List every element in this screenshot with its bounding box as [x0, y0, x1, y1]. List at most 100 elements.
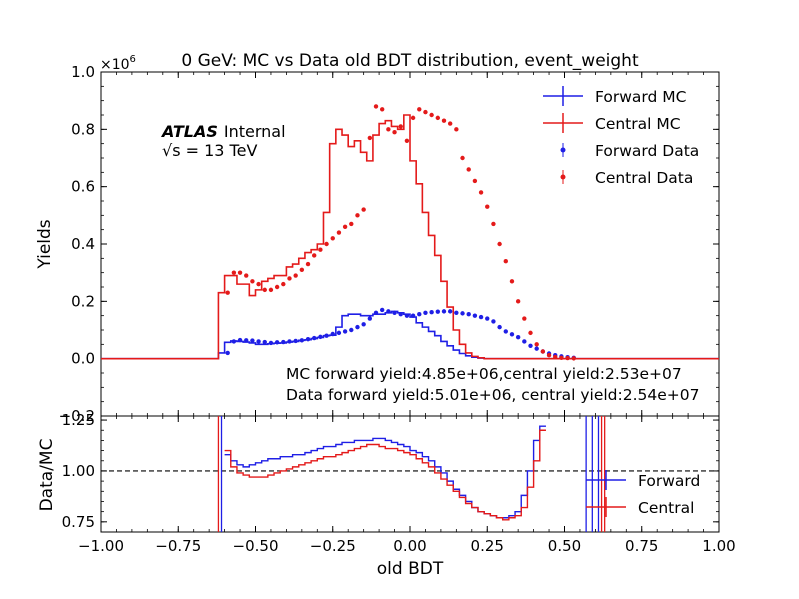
- y-scale-exponent: 6: [130, 54, 136, 65]
- forward-data-point: [472, 313, 478, 318]
- central-data-point: [423, 109, 428, 115]
- central-data-point: [410, 115, 416, 121]
- main-series-layer: [101, 104, 719, 361]
- legend-central-data-label: Central Data: [595, 169, 693, 187]
- x-tick-label: 0.75: [625, 537, 658, 555]
- ratio-y-axis-title: Data/MC: [37, 439, 57, 512]
- y-scale-base: ×10: [100, 57, 130, 73]
- forward-data-point: [305, 336, 311, 342]
- forward-data-point: [324, 333, 329, 338]
- x-tick-label: −0.75: [155, 537, 201, 555]
- central-data-point: [250, 279, 255, 284]
- forward-data-point: [342, 329, 348, 334]
- forward-data-point: [466, 312, 471, 317]
- main-panel: −0.2 0.0 0.2 0.4 0.6 0.8 1.0 Yields ×106 ATLAS…: [35, 54, 720, 425]
- y-scale-multiplier: ×106: [100, 54, 136, 73]
- ratio-legend: Forward Central: [586, 470, 700, 517]
- legend-forward-data-label: Forward Data: [595, 142, 699, 160]
- central-data-point: [417, 107, 422, 112]
- ratio-series-central: [224, 429, 546, 521]
- forward-data-point: [299, 338, 305, 343]
- central-data-point: [559, 355, 564, 361]
- central-data-point: [379, 107, 385, 112]
- ratio-plot-frame: [100, 415, 720, 533]
- ratio-x-ticks: −1.00 −0.75 −0.50 −0.25 0.00 0.25 0.50 0.75 1.00: [78, 416, 736, 555]
- ratio-legend-item-forward: Forward: [586, 470, 700, 490]
- data-yield-annotation: Data forward yield:5.01e+06, central yie…: [286, 386, 700, 404]
- forward-data-point: [515, 334, 521, 340]
- central-data-point: [565, 355, 570, 361]
- central-data-point: [472, 178, 478, 184]
- ratio-legend-item-central: Central: [586, 497, 694, 517]
- central-data-point: [367, 135, 373, 141]
- forward-data-point: [274, 340, 280, 345]
- chart-title: 0 GeV: MC vs Data old BDT distribution, …: [181, 51, 639, 71]
- central-data-point: [361, 207, 366, 212]
- forward-data-point: [503, 329, 508, 334]
- legend-central-mc-label: Central MC: [595, 115, 681, 133]
- ratio-y-tick-label: 0.75: [62, 513, 95, 531]
- x-tick-label: 1.00: [702, 537, 735, 555]
- central-data-point: [546, 353, 552, 358]
- central-data-point: [318, 247, 323, 252]
- forward-data-point: [293, 338, 298, 344]
- forward-data-point: [244, 338, 249, 343]
- central-data-point: [515, 299, 521, 304]
- central-data-point: [274, 284, 280, 290]
- central-data-point: [287, 276, 292, 281]
- series-forward-mc-step: [101, 310, 719, 360]
- main-y-ticks: −0.2 0.0 0.2 0.4 0.6 0.8 1.0: [59, 63, 719, 425]
- forward-data-point: [256, 339, 261, 344]
- central-data-point: [435, 115, 441, 121]
- forward-data-point: [460, 311, 465, 316]
- forward-data-point: [522, 339, 527, 344]
- x-tick-label: 0.50: [548, 537, 581, 555]
- forward-data-point: [250, 338, 255, 343]
- ratio-y-tick-label: 1.00: [62, 462, 95, 480]
- central-data-point: [342, 224, 348, 229]
- central-data-point: [404, 138, 410, 143]
- main-y-tick-label: 0.6: [71, 178, 95, 196]
- forward-data-point: [312, 335, 317, 341]
- legend-item-forward-data: Forward Data: [560, 142, 699, 160]
- legend-central-data-marker: [560, 174, 566, 180]
- central-data-point: [231, 270, 237, 275]
- main-y-tick-label: 0.0: [71, 350, 95, 368]
- central-data-point: [491, 221, 496, 227]
- central-data-point: [441, 118, 447, 123]
- main-y-tick-label: 0.2: [71, 292, 95, 310]
- ratio-series-layer: [101, 416, 719, 532]
- forward-data-point: [373, 310, 379, 315]
- central-data-point: [553, 354, 558, 360]
- forward-data-point: [509, 332, 515, 337]
- central-data-point: [299, 267, 305, 272]
- central-data-point: [244, 273, 249, 278]
- central-data-point: [522, 316, 527, 321]
- forward-data-point: [386, 309, 391, 314]
- forward-data-point: [336, 330, 342, 336]
- forward-data-point: [528, 343, 533, 348]
- central-data-point: [349, 221, 354, 227]
- central-data-point: [534, 342, 539, 347]
- central-data-point: [528, 330, 533, 336]
- central-data-point: [312, 253, 317, 258]
- central-data-point: [324, 241, 329, 247]
- central-data-point: [466, 167, 471, 172]
- forward-data-point: [435, 309, 441, 314]
- central-data-point: [392, 130, 397, 135]
- x-axis-title: old BDT: [377, 559, 444, 579]
- forward-data-point: [379, 307, 385, 313]
- central-data-point: [305, 261, 311, 267]
- forward-data-point: [281, 339, 286, 345]
- forward-data-point: [367, 316, 373, 321]
- legend-item-forward-mc: Forward MC: [543, 86, 686, 106]
- forward-data-point: [417, 312, 422, 317]
- central-data-point: [571, 356, 576, 361]
- central-data-point: [540, 349, 546, 354]
- central-data-point: [447, 121, 453, 126]
- forward-data-point: [491, 319, 496, 324]
- forward-data-point: [361, 322, 366, 327]
- forward-data-point: [423, 310, 428, 315]
- ratio-legend-forward-label: Forward: [638, 472, 700, 490]
